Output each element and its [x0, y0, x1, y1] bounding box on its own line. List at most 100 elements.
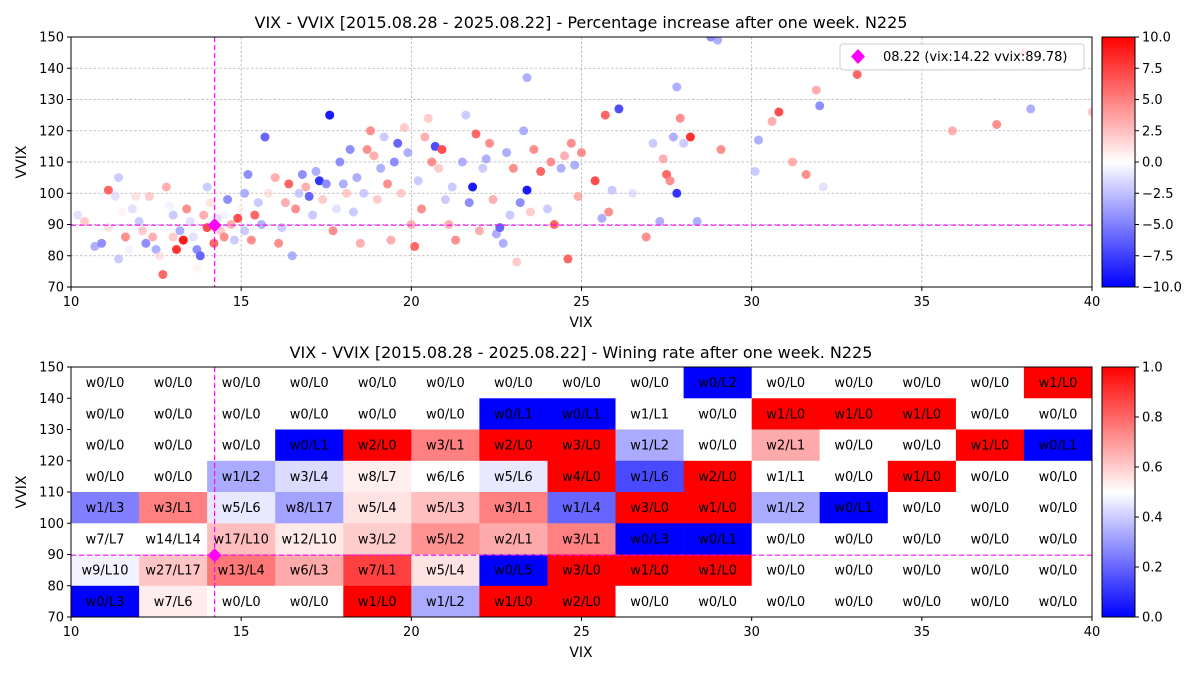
scatter-point [342, 188, 352, 198]
scatter-point [1026, 104, 1036, 114]
heatmap-cell [887, 460, 957, 493]
scatter-point [131, 191, 141, 201]
heatmap-cell-label: w5/L4 [358, 501, 397, 516]
heatmap-cell-label: w1/L2 [766, 501, 805, 516]
heatmap-cell-label: w0/L0 [766, 595, 805, 610]
heatmap-cell-label: w0/L0 [1039, 595, 1078, 610]
scatter-point [253, 198, 263, 208]
heatmap-cell [887, 398, 957, 430]
scatter-point [240, 226, 250, 236]
heatmap-cell-label: w3/L0 [562, 439, 601, 454]
heatmap-cell [411, 554, 480, 587]
heatmap-cell-label: w0/L0 [358, 407, 397, 422]
scatter-point [148, 232, 158, 242]
colorbar-tick-label: 0.0 [1142, 611, 1163, 626]
colorbar-tick-label: 7.5 [1142, 62, 1163, 77]
colorbar-tick-label: 0.8 [1142, 411, 1163, 426]
scatter-point [355, 238, 365, 248]
scatter-current-marker [71, 37, 1092, 287]
scatter-point [332, 204, 341, 214]
scatter-point [447, 182, 457, 192]
heatmap-cell [683, 429, 752, 462]
scatter-point [294, 188, 304, 198]
scatter-point [543, 204, 552, 214]
heatmap-cell-label: w7/L6 [154, 595, 193, 610]
heatmap-cell-label: w27/L17 [145, 564, 200, 579]
scatter-point [529, 145, 539, 154]
scatter-point [478, 163, 488, 173]
x-tick-label: 30 [743, 295, 760, 310]
heatmap-cell [139, 492, 208, 524]
heatmap-cell [955, 367, 1025, 399]
scatter-point [175, 226, 185, 236]
heatmap-cell [615, 492, 684, 524]
scatter-current-diamond-icon [207, 218, 222, 233]
scatter-point [628, 188, 638, 198]
scatter-point [103, 185, 113, 195]
heatmap-cell-label: w0/L0 [902, 595, 941, 610]
scatter-point [277, 223, 287, 233]
scatter-point [750, 166, 760, 176]
heatmap-cell-label: w0/L0 [1039, 470, 1078, 485]
heatmap-cell [751, 554, 821, 587]
scatter-point [124, 245, 134, 254]
heatmap-cell [207, 585, 276, 617]
heatmap-cell-label: w1/L0 [902, 470, 941, 485]
x-tick-label: 30 [743, 625, 760, 640]
heatmap-cell [819, 523, 889, 555]
heatmap-cell-label: w3/L0 [562, 564, 601, 579]
y-tick-label: 80 [47, 249, 64, 264]
heatmap-cell-label: w1/L2 [222, 470, 261, 485]
scatter-point [161, 182, 171, 192]
heatmap-cell [819, 492, 889, 524]
y-tick-label: 80 [47, 579, 64, 594]
scatter-point [223, 195, 233, 204]
heatmap-cell [71, 554, 140, 587]
scatter-point [444, 220, 454, 229]
heatmap-cell-label: w0/L2 [698, 376, 737, 391]
heatmap-cell-label: w0/L0 [562, 376, 601, 391]
scatter-point [536, 166, 546, 176]
scatter-point [641, 232, 651, 242]
heatmap-cell-label: w2/L0 [358, 439, 397, 454]
heatmap-cell-label: w3/L0 [630, 501, 669, 516]
heatmap-colorbar-ticks: 1.0 0.8 0.6 0.4 0.2 0.0 [1135, 361, 1163, 626]
heatmap-cell [955, 554, 1025, 587]
x-tick-label: 20 [403, 625, 420, 640]
heatmap-cell [1023, 554, 1092, 587]
heatmap-cell-label: w8/L7 [358, 470, 397, 485]
scatter-point [457, 157, 467, 167]
scatter-title: VIX - VVIX [2015.08.28 - 2025.08.22] - P… [255, 13, 908, 32]
scatter-point [505, 210, 515, 220]
heatmap-cell-label: w1/L1 [630, 407, 669, 422]
colorbar-tick-label: −5.0 [1142, 218, 1174, 233]
scatter-point [121, 232, 130, 242]
heatmap-cell-label: w0/L0 [902, 532, 941, 547]
heatmap-y-ticks: 70 80 90 100 110 120 130 140 150 [39, 361, 71, 626]
heatmap-cell [139, 460, 208, 493]
scatter-point [498, 238, 508, 248]
scatter-point [604, 207, 614, 217]
heatmap-cell-label: w0/L0 [971, 595, 1010, 610]
heatmap-cell [275, 460, 344, 493]
heatmap-cell [955, 460, 1025, 493]
scatter-point [410, 241, 420, 251]
scatter-point [672, 82, 682, 92]
heatmap-cell [683, 585, 752, 617]
scatter-point [685, 132, 695, 142]
heatmap-cell-label: w17/L10 [214, 532, 269, 547]
scatter-legend: 08.22 (vix:14.22 vvix:89.78) [839, 43, 1085, 71]
heatmap-cell [139, 554, 208, 587]
heatmap-cell-label: w0/L0 [834, 564, 873, 579]
heatmap-cell [615, 398, 684, 430]
colorbar-tick-label: 0.0 [1142, 156, 1163, 171]
scatter-point [393, 138, 403, 148]
scatter-point [403, 148, 413, 158]
scatter-point [338, 179, 348, 189]
heatmap-cell-label: w1/L0 [834, 407, 873, 422]
scatter-point [577, 148, 586, 158]
heatmap-cell-label: w0/L0 [971, 501, 1010, 516]
heatmap-cell [343, 460, 412, 493]
scatter-point [325, 110, 335, 120]
scatter-point [287, 251, 297, 261]
